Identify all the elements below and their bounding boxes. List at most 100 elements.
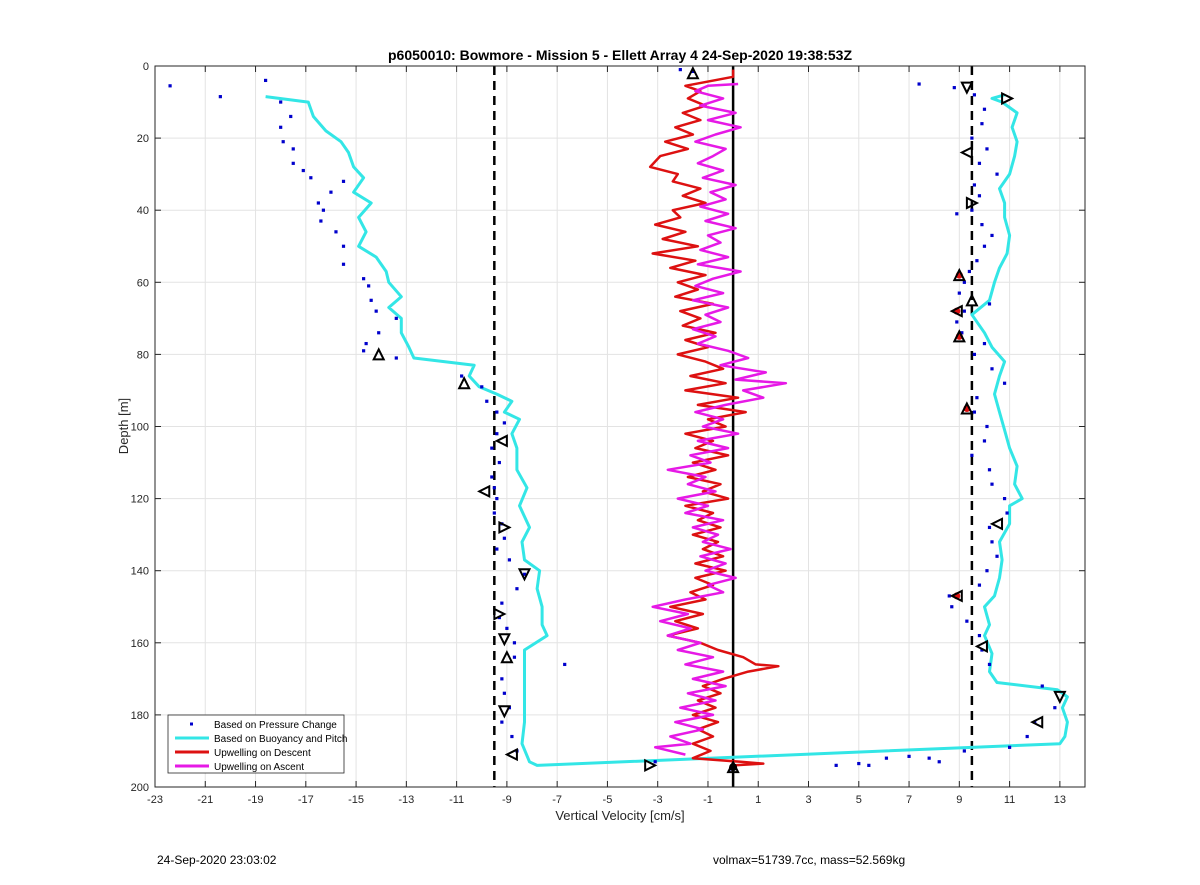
- pressure-change-point: [990, 540, 994, 544]
- legend: Based on Pressure Change Based on Buoyanc…: [167, 714, 347, 774]
- pressure-change-point: [510, 734, 514, 739]
- series-line-upwelling-on-descent: [648, 69, 780, 767]
- x-tick-label: 1: [755, 794, 761, 806]
- pressure-change-point: [492, 511, 496, 515]
- y-tick-label: 20: [137, 133, 149, 145]
- pressure-change-point: [972, 410, 977, 414]
- legend-entry-label: Based on Buoyancy and Pitch: [214, 734, 347, 745]
- pressure-change-point: [987, 468, 992, 472]
- triangle-marker: [477, 484, 491, 499]
- series-line-based-on-buoyancy-and-pitch: [265, 93, 1069, 767]
- pressure-change-point: [279, 100, 283, 104]
- pressure-change-point: [982, 107, 987, 111]
- pressure-change-point: [362, 349, 366, 353]
- pressure-change-point: [960, 331, 964, 335]
- bottom-point-marker: [729, 763, 738, 772]
- pressure-change-point: [952, 86, 956, 90]
- pressure-change-point: [653, 760, 657, 764]
- triangle-marker: [686, 65, 700, 80]
- pressure-change-point: [972, 352, 977, 356]
- pressure-change-point: [263, 78, 268, 83]
- pressure-change-point: [563, 662, 567, 667]
- x-tick-label: -17: [298, 794, 314, 806]
- pressure-change-point: [362, 277, 366, 281]
- pressure-change-point: [374, 309, 378, 313]
- pressure-change-point: [495, 432, 499, 436]
- pressure-change-point: [995, 554, 999, 558]
- triangle-marker: [989, 517, 1004, 531]
- pressure-change-point: [990, 367, 994, 371]
- pressure-change-point: [967, 269, 971, 274]
- x-tick-label: 11: [1004, 794, 1015, 806]
- pressure-change-point: [955, 212, 959, 216]
- pressure-change-point: [972, 93, 977, 97]
- pressure-change-point: [927, 756, 931, 760]
- triangle-marker: [494, 434, 508, 448]
- x-axis-label: Vertical Velocity [cm/s]: [555, 808, 684, 823]
- pressure-change-point: [495, 410, 499, 414]
- pressure-change-point: [364, 341, 368, 346]
- triangle-marker: [517, 568, 532, 582]
- y-tick-label: 120: [131, 494, 149, 506]
- y-tick-label: 40: [137, 205, 149, 217]
- pressure-change-point: [975, 259, 979, 263]
- pressure-change-point: [495, 547, 499, 551]
- x-tick-label: -7: [552, 794, 562, 806]
- triangle-marker: [1030, 715, 1044, 729]
- pressure-change-point: [678, 68, 682, 72]
- pressure-change-point: [512, 641, 517, 645]
- pressure-change-point: [505, 626, 509, 630]
- y-axis-label: Depth [m]: [116, 398, 131, 454]
- pressure-change-point: [334, 230, 338, 234]
- pressure-change-point: [995, 172, 999, 176]
- pressure-change-point: [980, 122, 984, 126]
- pressure-change-point: [460, 374, 464, 378]
- pressure-change-point: [319, 219, 323, 223]
- pressure-change-point: [281, 140, 285, 144]
- pressure-change-point: [289, 114, 293, 119]
- pressure-change-point: [857, 761, 861, 766]
- pressure-change-point: [502, 536, 506, 540]
- x-tick-label: -13: [398, 794, 414, 806]
- pressure-change-point: [341, 262, 346, 266]
- data-series: [168, 65, 1069, 774]
- pressure-change-point: [367, 284, 371, 288]
- triangle-marker: [644, 758, 658, 772]
- pressure-change-point: [950, 605, 954, 609]
- pressure-change-point: [834, 763, 838, 767]
- pressure-change-point: [502, 421, 506, 425]
- pressure-change-point: [987, 525, 992, 530]
- x-tick-label: -9: [502, 794, 512, 806]
- pressure-change-point: [985, 424, 989, 429]
- triangle-marker: [497, 633, 511, 647]
- y-tick-label: 180: [131, 710, 149, 722]
- triangle-marker: [457, 376, 471, 390]
- pressure-change-point: [515, 587, 519, 591]
- pressure-change-point: [301, 168, 305, 173]
- pressure-change-point: [291, 147, 295, 151]
- series-line-upwelling-on-ascent: [651, 82, 788, 756]
- x-tick-label: 3: [805, 794, 811, 806]
- triangle-marker: [965, 293, 979, 307]
- pressure-change-point: [982, 244, 987, 248]
- pressure-change-point: [977, 633, 982, 638]
- pressure-change-point: [962, 749, 966, 753]
- pressure-change-point: [977, 583, 982, 587]
- x-tick-label: -15: [348, 794, 364, 806]
- triangle-marker: [949, 589, 963, 603]
- pressure-change-point: [985, 147, 989, 151]
- pressure-change-point: [962, 309, 966, 313]
- pressure-change-point: [507, 558, 512, 562]
- x-tick-label: 7: [906, 794, 912, 806]
- pressure-change-point: [985, 569, 989, 573]
- triangle-marker: [952, 267, 966, 282]
- axis-ticks: -23 -21 -19 -17 -15 -13 -11 -9 -7 -5 -3 -1 1 3 5 7 9 11 13…: [131, 61, 1085, 806]
- pressure-change-point: [947, 594, 951, 598]
- x-tick-label: -11: [449, 794, 464, 806]
- pressure-change-point: [500, 677, 504, 681]
- triangle-marker: [965, 196, 980, 210]
- pressure-change-point: [975, 396, 979, 400]
- pressure-change-point: [279, 125, 283, 129]
- x-tick-label: -21: [197, 794, 213, 806]
